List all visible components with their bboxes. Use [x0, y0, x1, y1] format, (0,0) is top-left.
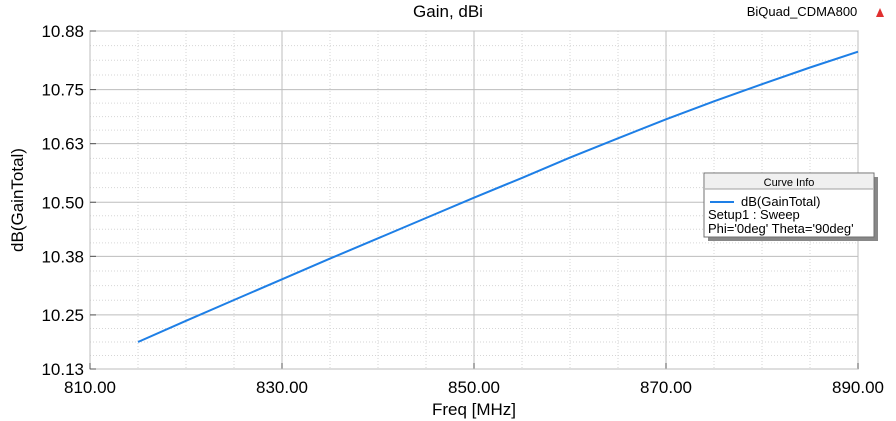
series-line-gaintotal	[137, 50, 859, 343]
legend-entry-params: Phi='0deg' Theta='90deg'	[708, 221, 854, 236]
y-tick-label: 10.25	[41, 306, 84, 325]
x-tick-label: 890.00	[832, 378, 884, 397]
x-tick-labels: 810.00 830.00 850.00 870.00 890.00	[64, 378, 884, 397]
design-name: BiQuad_CDMA800	[747, 4, 858, 19]
x-tick-label: 810.00	[64, 378, 116, 397]
x-tick-label: 830.00	[256, 378, 308, 397]
y-tick-label: 10.50	[41, 193, 84, 212]
x-tick-label: 850.00	[448, 378, 500, 397]
y-tick-labels: 10.13 10.25 10.38 10.50 10.63 10.75 10.88	[41, 22, 84, 379]
y-tick-label: 10.38	[41, 247, 84, 266]
legend-entry-name: dB(GainTotal)	[741, 194, 820, 209]
chart-title: Gain, dBi	[413, 2, 483, 21]
curve-info-legend[interactable]: Curve Info dB(GainTotal) Setup1 : Sweep …	[703, 172, 878, 241]
y-tick-label: 10.75	[41, 81, 84, 100]
y-tick-label: 10.13	[41, 360, 84, 379]
warning-icon[interactable]	[876, 8, 884, 17]
legend-title-bar	[705, 174, 873, 189]
legend-title: Curve Info	[764, 177, 815, 189]
y-tick-label: 10.63	[41, 135, 84, 154]
legend-entry-setup: Setup1 : Sweep	[708, 207, 800, 222]
x-axis-label: Freq [MHz]	[432, 400, 516, 419]
x-tick-label: 870.00	[640, 378, 692, 397]
series-lines	[137, 50, 859, 343]
y-tick-label: 10.88	[41, 22, 84, 41]
y-axis-label: dB(GainTotal)	[8, 148, 27, 252]
